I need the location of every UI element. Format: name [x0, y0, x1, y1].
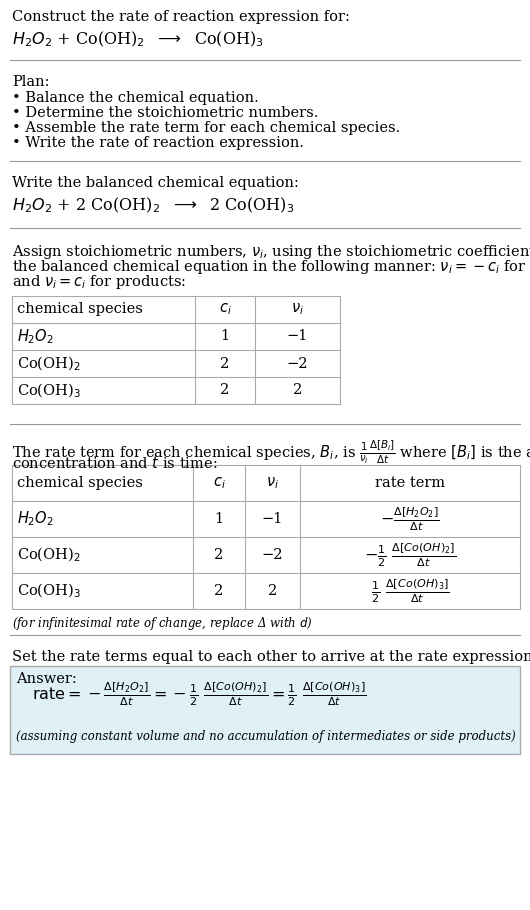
Text: The rate term for each chemical species, $B_i$, is $\frac{1}{\nu_i}\frac{\Delta[: The rate term for each chemical species,…: [12, 439, 530, 467]
Text: Write the balanced chemical equation:: Write the balanced chemical equation:: [12, 176, 299, 190]
Text: Assign stoichiometric numbers, $\nu_i$, using the stoichiometric coefficients, $: Assign stoichiometric numbers, $\nu_i$, …: [12, 243, 530, 261]
Text: 2: 2: [214, 584, 224, 598]
Text: $c_i$: $c_i$: [213, 475, 225, 490]
Text: $H_2O_2$ + Co(OH)$_2$  $\longrightarrow$  Co(OH)$_3$: $H_2O_2$ + Co(OH)$_2$ $\longrightarrow$ …: [12, 30, 264, 49]
Text: Co(OH)$_3$: Co(OH)$_3$: [17, 581, 81, 601]
Text: $H_2O_2$: $H_2O_2$: [17, 510, 54, 529]
Text: • Determine the stoichiometric numbers.: • Determine the stoichiometric numbers.: [12, 106, 319, 120]
Text: chemical species: chemical species: [17, 302, 143, 317]
Text: Co(OH)$_2$: Co(OH)$_2$: [17, 546, 81, 564]
Text: $-\frac{1}{2}\ \frac{\Delta[Co(OH)_2]}{\Delta t}$: $-\frac{1}{2}\ \frac{\Delta[Co(OH)_2]}{\…: [364, 541, 456, 569]
Text: the balanced chemical equation in the following manner: $\nu_i = -c_i$ for react: the balanced chemical equation in the fo…: [12, 258, 530, 276]
Text: Set the rate terms equal to each other to arrive at the rate expression:: Set the rate terms equal to each other t…: [12, 650, 530, 664]
Text: −1: −1: [262, 512, 283, 526]
Text: (assuming constant volume and no accumulation of intermediates or side products): (assuming constant volume and no accumul…: [16, 730, 516, 743]
Text: $\nu_i$: $\nu_i$: [291, 301, 304, 318]
Text: Co(OH)$_2$: Co(OH)$_2$: [17, 354, 81, 373]
Text: 1: 1: [220, 329, 229, 343]
Text: chemical species: chemical species: [17, 476, 143, 490]
Text: 2: 2: [293, 383, 302, 398]
Text: Construct the rate of reaction expression for:: Construct the rate of reaction expressio…: [12, 10, 350, 24]
Text: • Write the rate of reaction expression.: • Write the rate of reaction expression.: [12, 136, 304, 150]
Text: $c_i$: $c_i$: [218, 301, 232, 318]
Text: −2: −2: [287, 357, 308, 370]
Text: $H_2O_2$: $H_2O_2$: [17, 328, 54, 346]
Text: $-\frac{\Delta[H_2O_2]}{\Delta t}$: $-\frac{\Delta[H_2O_2]}{\Delta t}$: [380, 505, 440, 533]
Text: 1: 1: [215, 512, 224, 526]
Text: 2: 2: [268, 584, 277, 598]
Text: $\mathrm{rate} = -\frac{\Delta[H_2O_2]}{\Delta t} = -\frac{1}{2}\ \frac{\Delta[C: $\mathrm{rate} = -\frac{\Delta[H_2O_2]}{…: [32, 680, 367, 708]
Text: Co(OH)$_3$: Co(OH)$_3$: [17, 381, 81, 399]
Text: $H_2O_2$ + 2 Co(OH)$_2$  $\longrightarrow$  2 Co(OH)$_3$: $H_2O_2$ + 2 Co(OH)$_2$ $\longrightarrow…: [12, 196, 294, 216]
Text: 2: 2: [214, 548, 224, 562]
Text: −2: −2: [262, 548, 283, 562]
Text: −1: −1: [287, 329, 308, 343]
Text: 2: 2: [220, 383, 229, 398]
Text: (for infinitesimal rate of change, replace Δ with $d$): (for infinitesimal rate of change, repla…: [12, 615, 313, 632]
Text: 2: 2: [220, 357, 229, 370]
Text: $\frac{1}{2}\ \frac{\Delta[Co(OH)_3]}{\Delta t}$: $\frac{1}{2}\ \frac{\Delta[Co(OH)_3]}{\D…: [370, 577, 449, 605]
Text: rate term: rate term: [375, 476, 445, 490]
Text: • Balance the chemical equation.: • Balance the chemical equation.: [12, 91, 259, 105]
Text: concentration and $t$ is time:: concentration and $t$ is time:: [12, 455, 217, 471]
FancyBboxPatch shape: [10, 666, 520, 754]
Text: Plan:: Plan:: [12, 75, 49, 89]
Text: Answer:: Answer:: [16, 672, 77, 686]
Text: $\nu_i$: $\nu_i$: [266, 475, 279, 490]
Text: and $\nu_i = c_i$ for products:: and $\nu_i = c_i$ for products:: [12, 273, 187, 291]
Text: • Assemble the rate term for each chemical species.: • Assemble the rate term for each chemic…: [12, 121, 400, 135]
